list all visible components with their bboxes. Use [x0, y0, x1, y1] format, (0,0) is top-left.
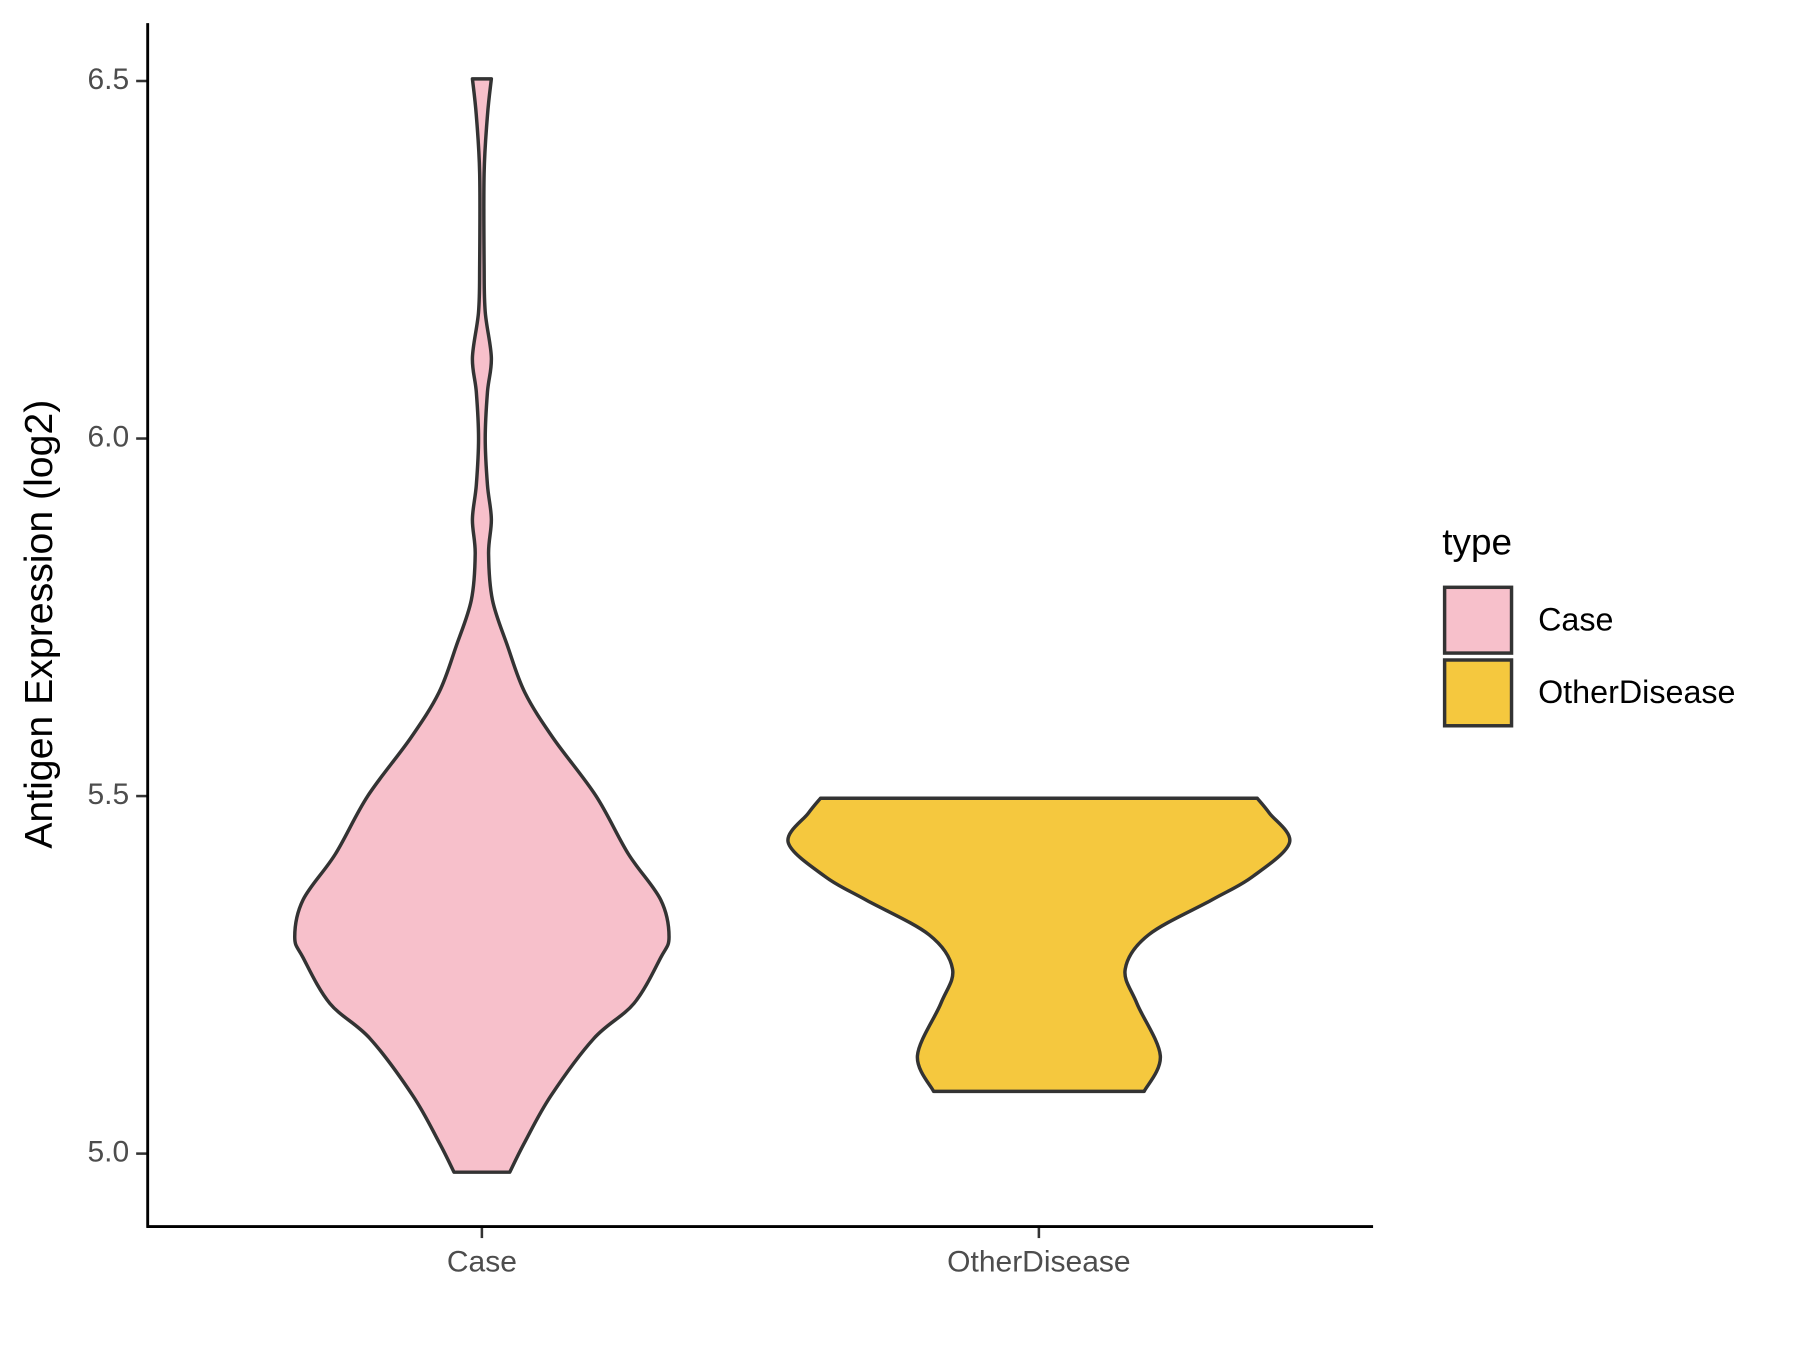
x-tick-label: Case — [447, 1245, 517, 1278]
y-tick-label: 6.5 — [88, 63, 130, 96]
y-axis-title: Antigen Expression (log2) — [17, 400, 61, 849]
violin — [293, 77, 671, 1174]
y-tick-label: 6.0 — [88, 420, 130, 453]
legend-key — [1442, 658, 1514, 728]
x-tick-label: OtherDisease — [947, 1245, 1130, 1278]
y-tick-label: 5.0 — [88, 1136, 130, 1169]
legend-label: Case — [1538, 601, 1613, 637]
y-tick-label: 5.5 — [88, 778, 130, 811]
legend-key — [1442, 585, 1514, 655]
violin — [786, 796, 1292, 1094]
legend-title: type — [1442, 521, 1512, 562]
legend-label: OtherDisease — [1538, 674, 1735, 710]
